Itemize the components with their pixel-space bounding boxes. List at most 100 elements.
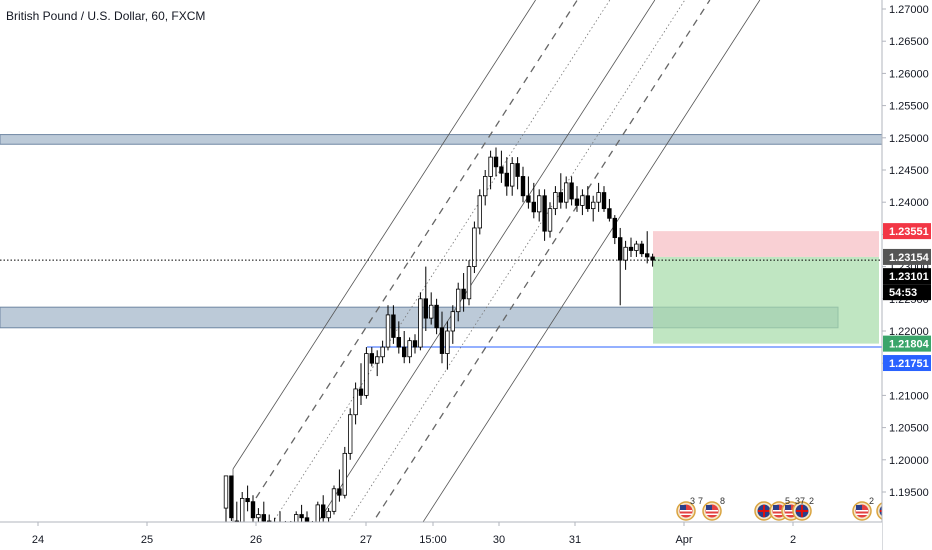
event-count: 7 — [800, 496, 805, 506]
candle — [299, 504, 304, 522]
candle-body — [477, 195, 482, 229]
candle — [279, 511, 281, 522]
time-tick-label: 2 — [790, 534, 796, 546]
candle — [520, 166, 526, 203]
candle-body — [423, 298, 428, 319]
candle-body — [434, 304, 439, 329]
candle — [482, 170, 488, 206]
candle-body — [304, 517, 310, 522]
candle-body — [412, 340, 418, 348]
channel-upper-quarter-line — [274, 0, 611, 520]
us-flag-icon — [852, 501, 872, 521]
flag-stripe — [856, 510, 868, 512]
candle — [364, 347, 369, 399]
channel-lower-mid-line — [372, 0, 711, 522]
line-price-label-bg — [883, 355, 931, 372]
candle-body — [553, 192, 558, 210]
candle — [412, 334, 418, 354]
candle — [466, 260, 472, 306]
candle — [639, 240, 644, 257]
candle — [385, 305, 391, 351]
candle-body — [612, 217, 617, 239]
candle-body — [639, 243, 644, 255]
candle — [239, 492, 245, 522]
candle — [650, 253, 655, 267]
candle — [234, 501, 239, 522]
candle-body — [618, 237, 623, 261]
candle — [439, 311, 445, 364]
candle-body — [293, 514, 299, 522]
flag-stripe — [680, 510, 692, 512]
candle-body — [564, 182, 569, 203]
candle-body — [482, 176, 488, 197]
event-count: 8 — [720, 496, 725, 506]
candle-body — [504, 172, 509, 187]
candle-body — [596, 192, 601, 203]
countdown-label-text: 54:53 — [889, 287, 917, 299]
candle — [401, 331, 407, 364]
flag-stripe — [680, 513, 692, 515]
candle-body — [488, 156, 493, 177]
candle — [477, 189, 482, 235]
candle — [315, 501, 320, 522]
last-price-label-text: 1.23101 — [889, 271, 929, 283]
time-tick-label: 24 — [32, 534, 44, 546]
candle-body — [455, 288, 461, 313]
stop-price-label-bg — [883, 223, 931, 240]
time-tick-label: 15:00 — [419, 534, 447, 546]
flag-stripe — [785, 510, 797, 512]
flag-stripe — [785, 513, 797, 515]
candle — [358, 363, 364, 406]
price-tick-label: 1.25000 — [889, 133, 929, 145]
candle — [353, 382, 358, 425]
candle — [596, 182, 601, 212]
us-flag-icon — [702, 501, 722, 521]
target-price-label-text: 1.21804 — [889, 339, 930, 351]
flag-canton — [706, 505, 712, 510]
price-tick-label: 1.27000 — [889, 4, 929, 16]
candle — [434, 298, 439, 335]
candle — [374, 350, 380, 377]
channel-lower-line — [422, 0, 761, 522]
event-count: 5 — [785, 496, 790, 506]
candle — [547, 202, 553, 238]
candle — [488, 150, 493, 190]
candle — [564, 176, 569, 209]
us-flag-icon — [676, 501, 696, 521]
candle — [407, 337, 412, 364]
candle-body — [537, 195, 542, 213]
candle-body — [515, 163, 520, 177]
candle — [423, 266, 428, 331]
stop-price-label-text: 1.23551 — [889, 226, 929, 238]
candle — [391, 305, 396, 344]
price-tick-label: 1.26500 — [889, 36, 929, 48]
event-count: 2 — [869, 496, 874, 506]
candle — [342, 446, 347, 499]
line-price-label-text: 1.21751 — [889, 358, 929, 370]
candle — [542, 189, 547, 241]
candle — [585, 186, 590, 212]
candle-body — [547, 208, 553, 232]
candle-body — [385, 314, 391, 348]
price-tick-label: 1.25500 — [889, 101, 929, 113]
candle-body — [450, 311, 455, 332]
flag-stripe — [856, 513, 868, 515]
line-price-label: 1.21751 — [883, 355, 931, 372]
price-tick-label: 1.20500 — [889, 423, 929, 435]
time-tick-label: 30 — [493, 534, 505, 546]
candle — [645, 231, 650, 264]
candle-body — [585, 195, 590, 210]
flag-canton — [856, 505, 862, 510]
candle — [526, 176, 531, 209]
candle — [293, 511, 299, 522]
candle-body — [256, 514, 261, 519]
candle-body — [229, 475, 234, 519]
candle-body — [261, 514, 266, 522]
flag-stripe — [706, 513, 718, 515]
candle — [580, 189, 585, 216]
candle-body — [601, 192, 607, 210]
target-price-label: 1.21804 — [883, 335, 931, 352]
prev-close-label: 1.23154 — [883, 248, 931, 265]
flag-stripe — [706, 510, 718, 512]
